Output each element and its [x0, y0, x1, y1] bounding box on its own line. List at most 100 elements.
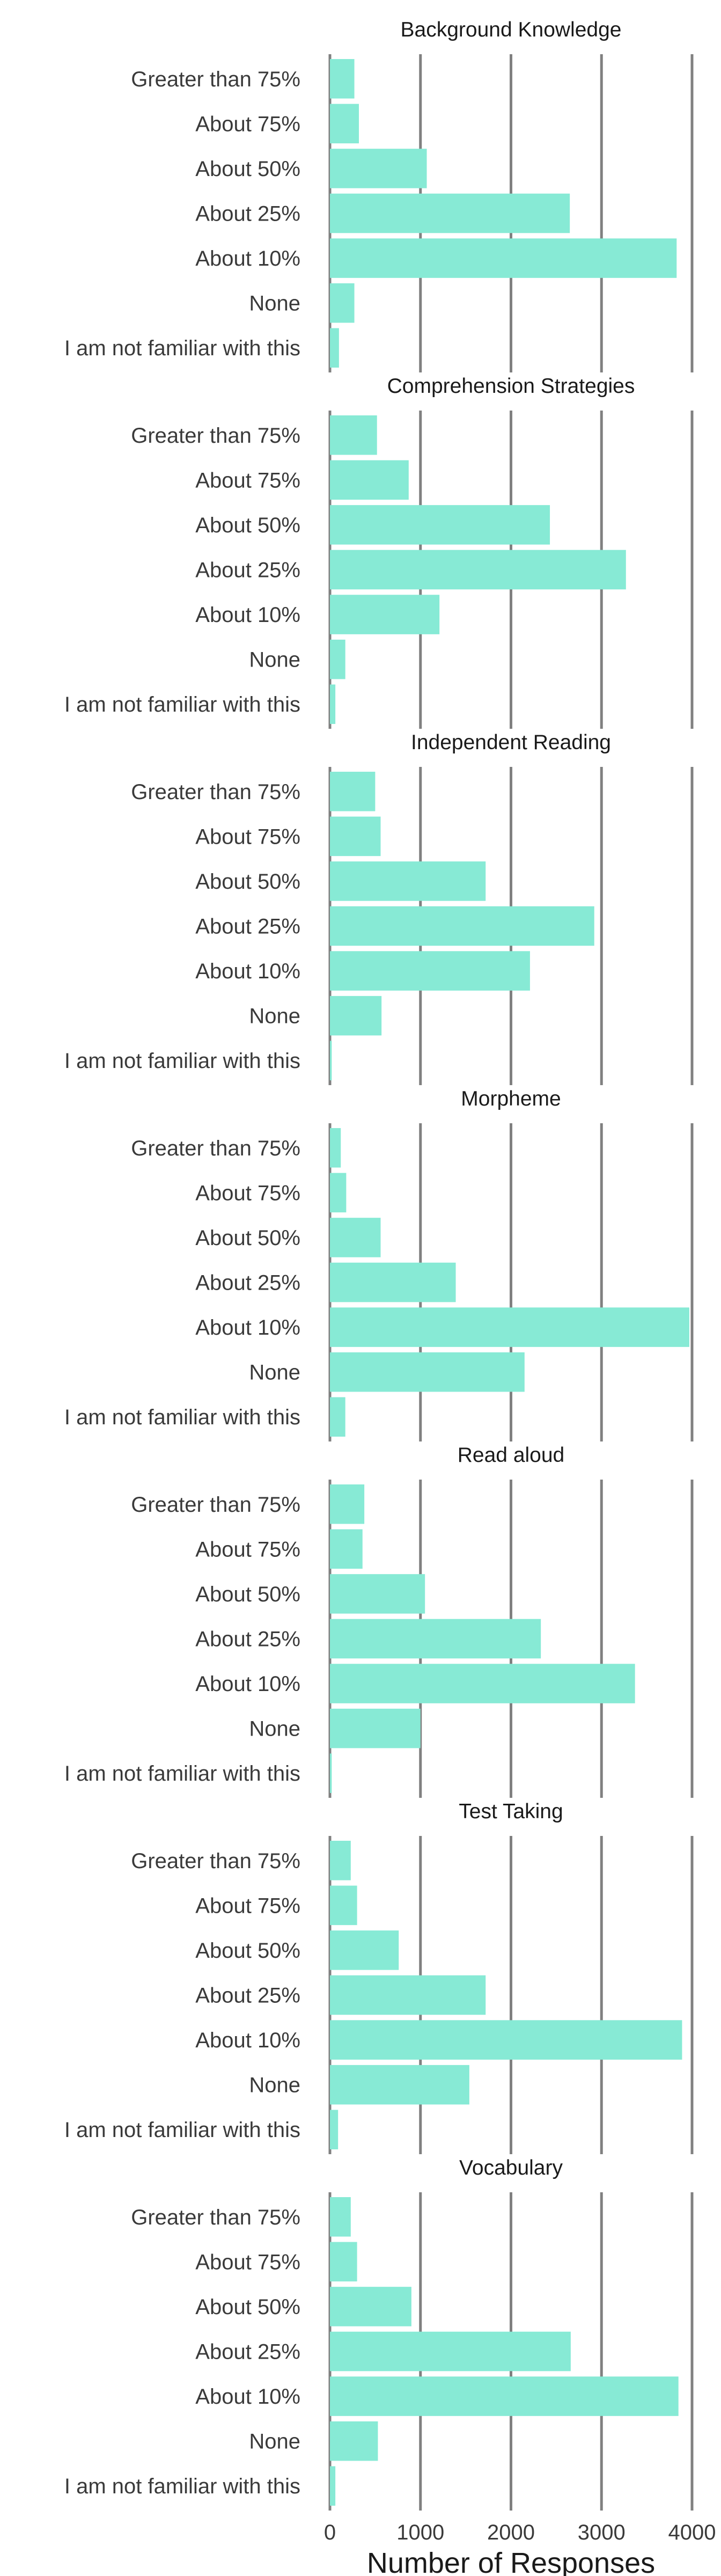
bar: [330, 505, 550, 545]
category-label: I am not familiar with this: [64, 2475, 300, 2498]
category-label: I am not familiar with this: [64, 693, 300, 716]
category-label: About 50%: [195, 1939, 300, 1963]
bar: [330, 1128, 341, 1168]
bar: [330, 1397, 345, 1437]
panel-4: Read aloud Greater than 75% About 75% About…: [64, 1444, 694, 1798]
panel-6: Vocabulary Greater than 75% About 75% About…: [64, 2156, 694, 2511]
category-label: About 25%: [195, 1984, 300, 2008]
category-label: About 25%: [195, 915, 300, 939]
category-label: About 10%: [195, 2385, 300, 2409]
bar: [330, 906, 594, 946]
bar: [330, 2020, 682, 2060]
chart-panels: Background Knowledge Greater than 75% Abou…: [64, 18, 694, 2511]
bar: [330, 460, 409, 500]
category-label: About 10%: [195, 1316, 300, 1340]
category-label: About 50%: [195, 1226, 300, 1250]
bar: [330, 2421, 378, 2461]
x-tick-label: 3000: [578, 2521, 626, 2544]
category-label: Greater than 75%: [131, 68, 300, 91]
category-label: I am not familiar with this: [64, 336, 300, 360]
panel-title: Vocabulary: [459, 2156, 563, 2179]
category-label: I am not familiar with this: [64, 2118, 300, 2142]
bar: [330, 1708, 421, 1748]
x-tick-label: 1000: [396, 2521, 444, 2544]
panel-title: Test Taking: [459, 1800, 563, 1823]
category-label: None: [249, 1361, 300, 1385]
category-label: None: [249, 292, 300, 316]
panel-1: Comprehension Strategies Greater than 75%…: [64, 375, 694, 729]
category-label: Greater than 75%: [131, 1849, 300, 1873]
bar: [330, 1262, 456, 1302]
bar: [330, 2197, 351, 2237]
category-label: About 75%: [195, 1181, 300, 1205]
bar: [330, 1484, 365, 1524]
category-label: Greater than 75%: [131, 424, 300, 448]
bar: [330, 595, 440, 634]
bar: [330, 283, 355, 323]
bar: [330, 1529, 363, 1569]
bar: [330, 193, 570, 233]
category-label: About 10%: [195, 2029, 300, 2052]
category-label: Greater than 75%: [131, 2206, 300, 2229]
bar: [330, 59, 355, 99]
bar: [330, 1753, 332, 1793]
bar: [330, 2110, 339, 2149]
category-label: Greater than 75%: [131, 1493, 300, 1517]
category-label: Greater than 75%: [131, 1137, 300, 1160]
category-label: About 75%: [195, 2250, 300, 2274]
bar: [330, 238, 677, 278]
bar: [330, 104, 359, 144]
bar: [330, 1841, 351, 1880]
category-label: About 10%: [195, 960, 300, 983]
bar: [330, 816, 381, 857]
category-label: About 25%: [195, 559, 300, 582]
category-label: None: [249, 648, 300, 672]
category-label: I am not familiar with this: [64, 1762, 300, 1785]
bar: [330, 1352, 525, 1392]
panel-2: Independent Reading Greater than 75% About…: [64, 731, 694, 1085]
bar: [330, 1619, 541, 1659]
category-label: None: [249, 2430, 300, 2454]
panel-3: Morpheme Greater than 75% About 75% About 5…: [64, 1087, 694, 1441]
bar: [330, 2287, 411, 2326]
panel-title: Comprehension Strategies: [387, 375, 635, 398]
category-label: None: [249, 1005, 300, 1028]
bar: [330, 1664, 635, 1703]
category-label: Greater than 75%: [131, 780, 300, 804]
bar: [330, 2466, 336, 2506]
category-label: I am not familiar with this: [64, 1406, 300, 1429]
category-label: About 50%: [195, 1583, 300, 1606]
panel-title: Independent Reading: [411, 731, 611, 754]
bar: [330, 550, 626, 590]
panel-title: Background Knowledge: [401, 18, 622, 41]
x-tick-label: 4000: [668, 2521, 716, 2544]
bar: [330, 639, 345, 679]
category-label: About 75%: [195, 825, 300, 848]
category-label: About 75%: [195, 1894, 300, 1918]
bar: [330, 2376, 679, 2416]
category-label: About 75%: [195, 112, 300, 136]
category-label: About 75%: [195, 1538, 300, 1561]
category-label: About 75%: [195, 469, 300, 492]
category-label: About 10%: [195, 247, 300, 270]
category-label: About 50%: [195, 514, 300, 537]
panel-title: Morpheme: [461, 1087, 561, 1110]
bar: [330, 2242, 357, 2282]
panel-title: Read aloud: [458, 1444, 565, 1467]
bar: [330, 1574, 425, 1614]
x-tick-label: 2000: [487, 2521, 535, 2544]
bar: [330, 1173, 347, 1213]
category-label: I am not familiar with this: [64, 1049, 300, 1073]
bar: [330, 951, 530, 991]
bar: [330, 1885, 357, 1926]
category-label: About 10%: [195, 603, 300, 627]
x-tick-label: 0: [324, 2521, 336, 2544]
bar: [330, 1041, 332, 1080]
category-label: About 25%: [195, 2340, 300, 2364]
bar: [330, 1307, 689, 1347]
bar: [330, 2331, 571, 2372]
category-label: None: [249, 2074, 300, 2097]
bar: [330, 684, 336, 724]
category-label: About 50%: [195, 870, 300, 894]
